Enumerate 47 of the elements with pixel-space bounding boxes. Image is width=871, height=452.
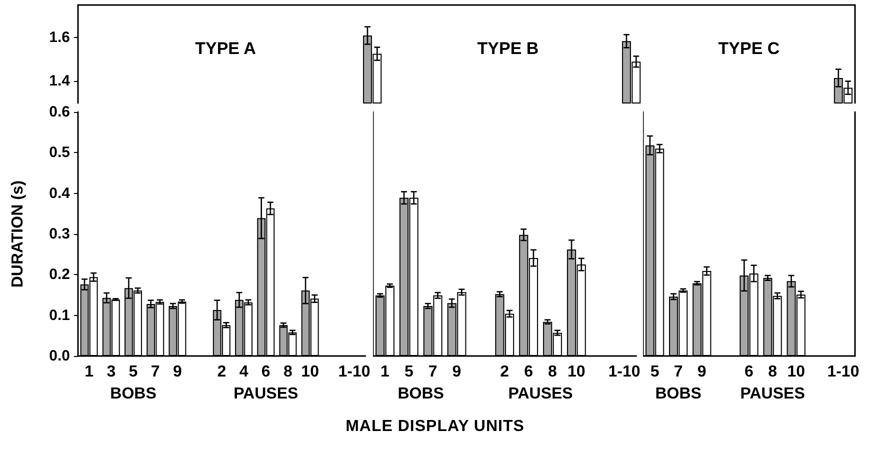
annotation: TYPE C [718,39,780,58]
x-tick-label: 1-10 [827,364,860,380]
y-tick-label: 0.1 [49,306,70,324]
text: PAUSES [740,386,806,402]
x-tick-label: 4 [239,364,248,380]
x-tick-label: 8 [768,364,778,380]
text: PAUSES [234,386,299,402]
x-tick-label: 2 [217,364,226,380]
x-tick-label: 5 [650,364,660,380]
x-tick-label: 10 [568,364,586,380]
text: BOBS [398,386,444,402]
x-tick-label: 10 [787,364,806,380]
x-axis-title: MALE DISPLAY UNITS [344,418,526,436]
y-tick-label: 0.5 [49,144,70,162]
x-tick-label: 7 [428,364,438,380]
annotation: TYPE A [195,39,256,58]
y-tick-label: 1.6 [49,29,70,46]
annotation: TYPE B [477,39,539,58]
y-tick-label: 0.2 [49,266,70,284]
y-tick-label: 1.4 [49,72,71,90]
x-tick-label: 3 [106,364,116,380]
y-tick-label: 0.4 [49,184,71,202]
x-tick-label: 1 [84,364,94,380]
x-tick-label: 5 [128,364,138,380]
x-tick-label: 7 [674,364,683,380]
x-tick-label: 8 [548,364,558,380]
x-tick-label: 10 [301,364,320,380]
x-tick-label: 7 [150,364,160,380]
x-tick-label: 6 [744,364,754,380]
text: PAUSES [508,386,574,402]
y-tick-label: 0.6 [49,104,70,120]
x-tick-label: 1-10 [338,364,370,380]
x-tick-label: 6 [524,364,534,380]
text: BOBS [655,386,702,402]
y-axis-title: DURATION (s) [10,180,26,288]
text: BOBS [110,386,157,402]
x-tick-label: 9 [452,364,462,380]
x-tick-label: 1 [380,364,390,380]
x-tick-label: 2 [500,364,510,380]
y-tick-label: 0.3 [49,226,70,242]
x-tick-label: 5 [404,364,414,380]
x-tick-label: 9 [697,364,706,380]
x-tick-label: 9 [173,364,182,380]
x-tick-label: 6 [261,364,270,380]
x-tick-label: 1-10 [608,364,640,380]
x-tick-label: 8 [284,364,293,380]
y-tick-label: 0.0 [49,348,70,364]
